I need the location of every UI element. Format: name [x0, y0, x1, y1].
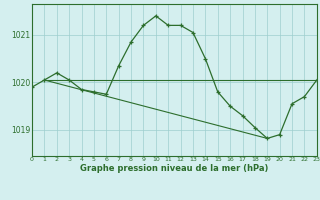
X-axis label: Graphe pression niveau de la mer (hPa): Graphe pression niveau de la mer (hPa) [80, 164, 268, 173]
